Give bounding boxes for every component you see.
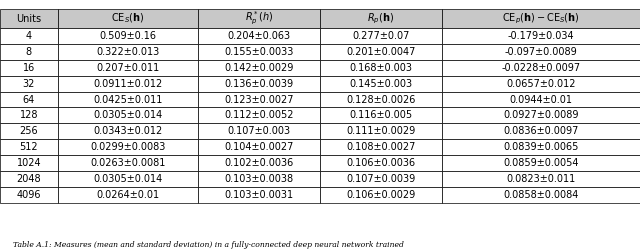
- Text: Table A.1: Measures (mean and standard deviation) in a fully-connected deep neur: Table A.1: Measures (mean and standard d…: [13, 241, 404, 249]
